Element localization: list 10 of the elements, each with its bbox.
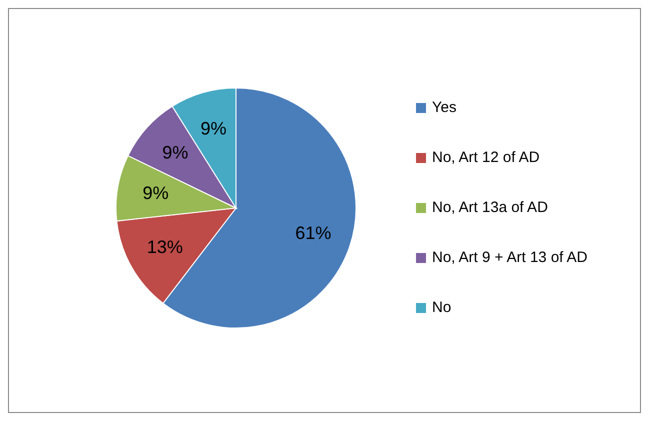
data-label: 9%	[162, 142, 188, 162]
legend-label: No, Art 12 of AD	[432, 148, 540, 166]
data-label: 13%	[146, 236, 183, 257]
data-label: 61%	[295, 222, 332, 243]
data-label: 9%	[142, 182, 169, 203]
legend-label: No, Art 9 + Art 13 of AD	[432, 248, 588, 266]
legend-label: No	[432, 298, 452, 316]
data-label: 9%	[200, 118, 226, 138]
legend-label: No, Art 13a of AD	[432, 198, 548, 216]
legend-label: Yes	[432, 98, 456, 116]
